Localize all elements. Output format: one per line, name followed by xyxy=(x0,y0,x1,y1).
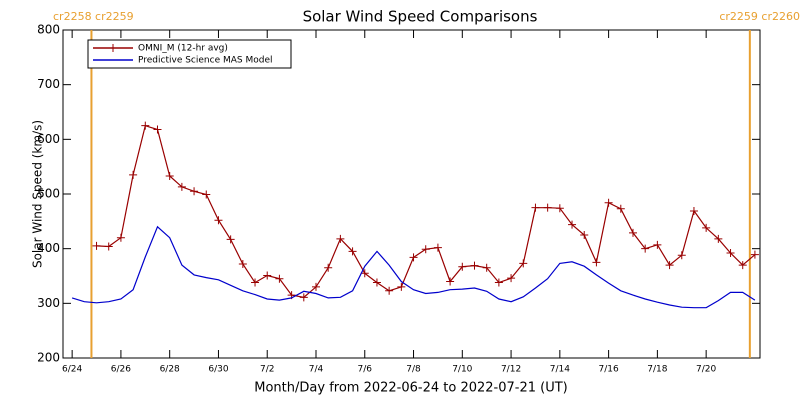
point-marker xyxy=(555,204,564,213)
point-marker xyxy=(397,282,406,291)
x-tick-label: 7/20 xyxy=(696,365,716,375)
point-marker xyxy=(336,234,345,243)
point-marker xyxy=(507,274,516,283)
point-marker xyxy=(641,244,650,253)
x-tick-label: 7/18 xyxy=(647,365,667,375)
point-marker xyxy=(153,125,162,134)
chart-title: Solar Wind Speed Comparisons xyxy=(303,8,538,26)
y-tick-label: 400 xyxy=(37,241,60,255)
point-marker xyxy=(226,235,235,244)
point-marker xyxy=(653,240,662,249)
point-marker xyxy=(482,263,491,272)
point-marker xyxy=(726,249,735,258)
point-marker xyxy=(519,259,528,268)
annotation: cr2259 cr2260 xyxy=(719,10,800,23)
point-marker xyxy=(385,286,394,295)
point-marker xyxy=(470,261,479,270)
point-marker xyxy=(141,121,150,130)
x-tick-label: 7/10 xyxy=(452,365,472,375)
plot-frame xyxy=(62,29,761,359)
point-marker xyxy=(702,223,711,232)
point-marker xyxy=(421,245,430,254)
x-tick-label: 7/14 xyxy=(550,365,570,375)
point-marker xyxy=(543,203,552,212)
point-marker xyxy=(360,269,369,278)
point-marker xyxy=(238,259,247,268)
legend-box xyxy=(87,39,292,69)
point-marker xyxy=(750,250,759,259)
point-marker xyxy=(202,190,211,199)
legend-marker xyxy=(109,44,117,52)
y-tick-label: 800 xyxy=(37,23,60,37)
annotation: cr2258 cr2259 xyxy=(53,10,134,23)
point-marker xyxy=(324,263,333,272)
point-marker xyxy=(494,278,503,287)
point-marker xyxy=(116,233,125,242)
x-tick-label: 7/6 xyxy=(358,365,373,375)
x-tick-label: 7/12 xyxy=(501,365,521,375)
point-marker xyxy=(251,278,260,287)
point-marker xyxy=(299,293,308,302)
series-line xyxy=(96,124,756,298)
point-marker xyxy=(689,206,698,215)
y-tick-label: 500 xyxy=(37,187,60,201)
point-marker xyxy=(372,278,381,287)
point-marker xyxy=(458,262,467,271)
point-marker xyxy=(677,251,686,260)
point-marker xyxy=(433,243,442,252)
point-marker xyxy=(311,282,320,291)
series-line xyxy=(71,225,756,309)
point-marker xyxy=(348,247,357,256)
x-tick-label: 6/24 xyxy=(62,365,82,375)
y-tick-label: 600 xyxy=(37,132,60,146)
point-marker xyxy=(738,261,747,270)
point-marker xyxy=(190,187,199,196)
y-tick-label: 300 xyxy=(37,296,60,310)
x-tick-label: 7/4 xyxy=(309,365,324,375)
point-marker xyxy=(665,261,674,270)
y-tick-label: 200 xyxy=(37,351,60,365)
point-marker xyxy=(129,170,138,179)
x-axis-label: Month/Day from 2022-06-24 to 2022-07-21 … xyxy=(254,381,567,396)
point-marker xyxy=(628,228,637,237)
x-tick-label: 6/30 xyxy=(208,365,228,375)
point-marker xyxy=(531,203,540,212)
x-tick-label: 7/2 xyxy=(260,365,274,375)
point-marker xyxy=(275,274,284,283)
x-tick-label: 7/16 xyxy=(599,365,619,375)
x-tick-label: 6/28 xyxy=(160,365,180,375)
point-marker xyxy=(92,241,101,250)
y-tick-label: 700 xyxy=(37,77,60,91)
point-marker xyxy=(446,277,455,286)
legend-label: Predictive Science MAS Model xyxy=(138,56,273,66)
point-marker xyxy=(604,198,613,207)
point-marker xyxy=(714,234,723,243)
x-tick-label: 7/8 xyxy=(406,365,421,375)
point-marker xyxy=(592,258,601,267)
x-tick-label: 6/26 xyxy=(111,365,131,375)
legend-label: OMNI_M (12-hr avg) xyxy=(138,44,228,54)
point-marker xyxy=(165,171,174,180)
y-axis-label: Solar Wind Speed (km/s) xyxy=(31,120,45,268)
point-marker xyxy=(568,220,577,229)
point-marker xyxy=(616,204,625,213)
point-marker xyxy=(214,216,223,225)
point-marker xyxy=(177,182,186,191)
point-marker xyxy=(409,253,418,262)
point-marker xyxy=(263,271,272,280)
point-marker xyxy=(104,242,113,251)
point-marker xyxy=(580,231,589,239)
